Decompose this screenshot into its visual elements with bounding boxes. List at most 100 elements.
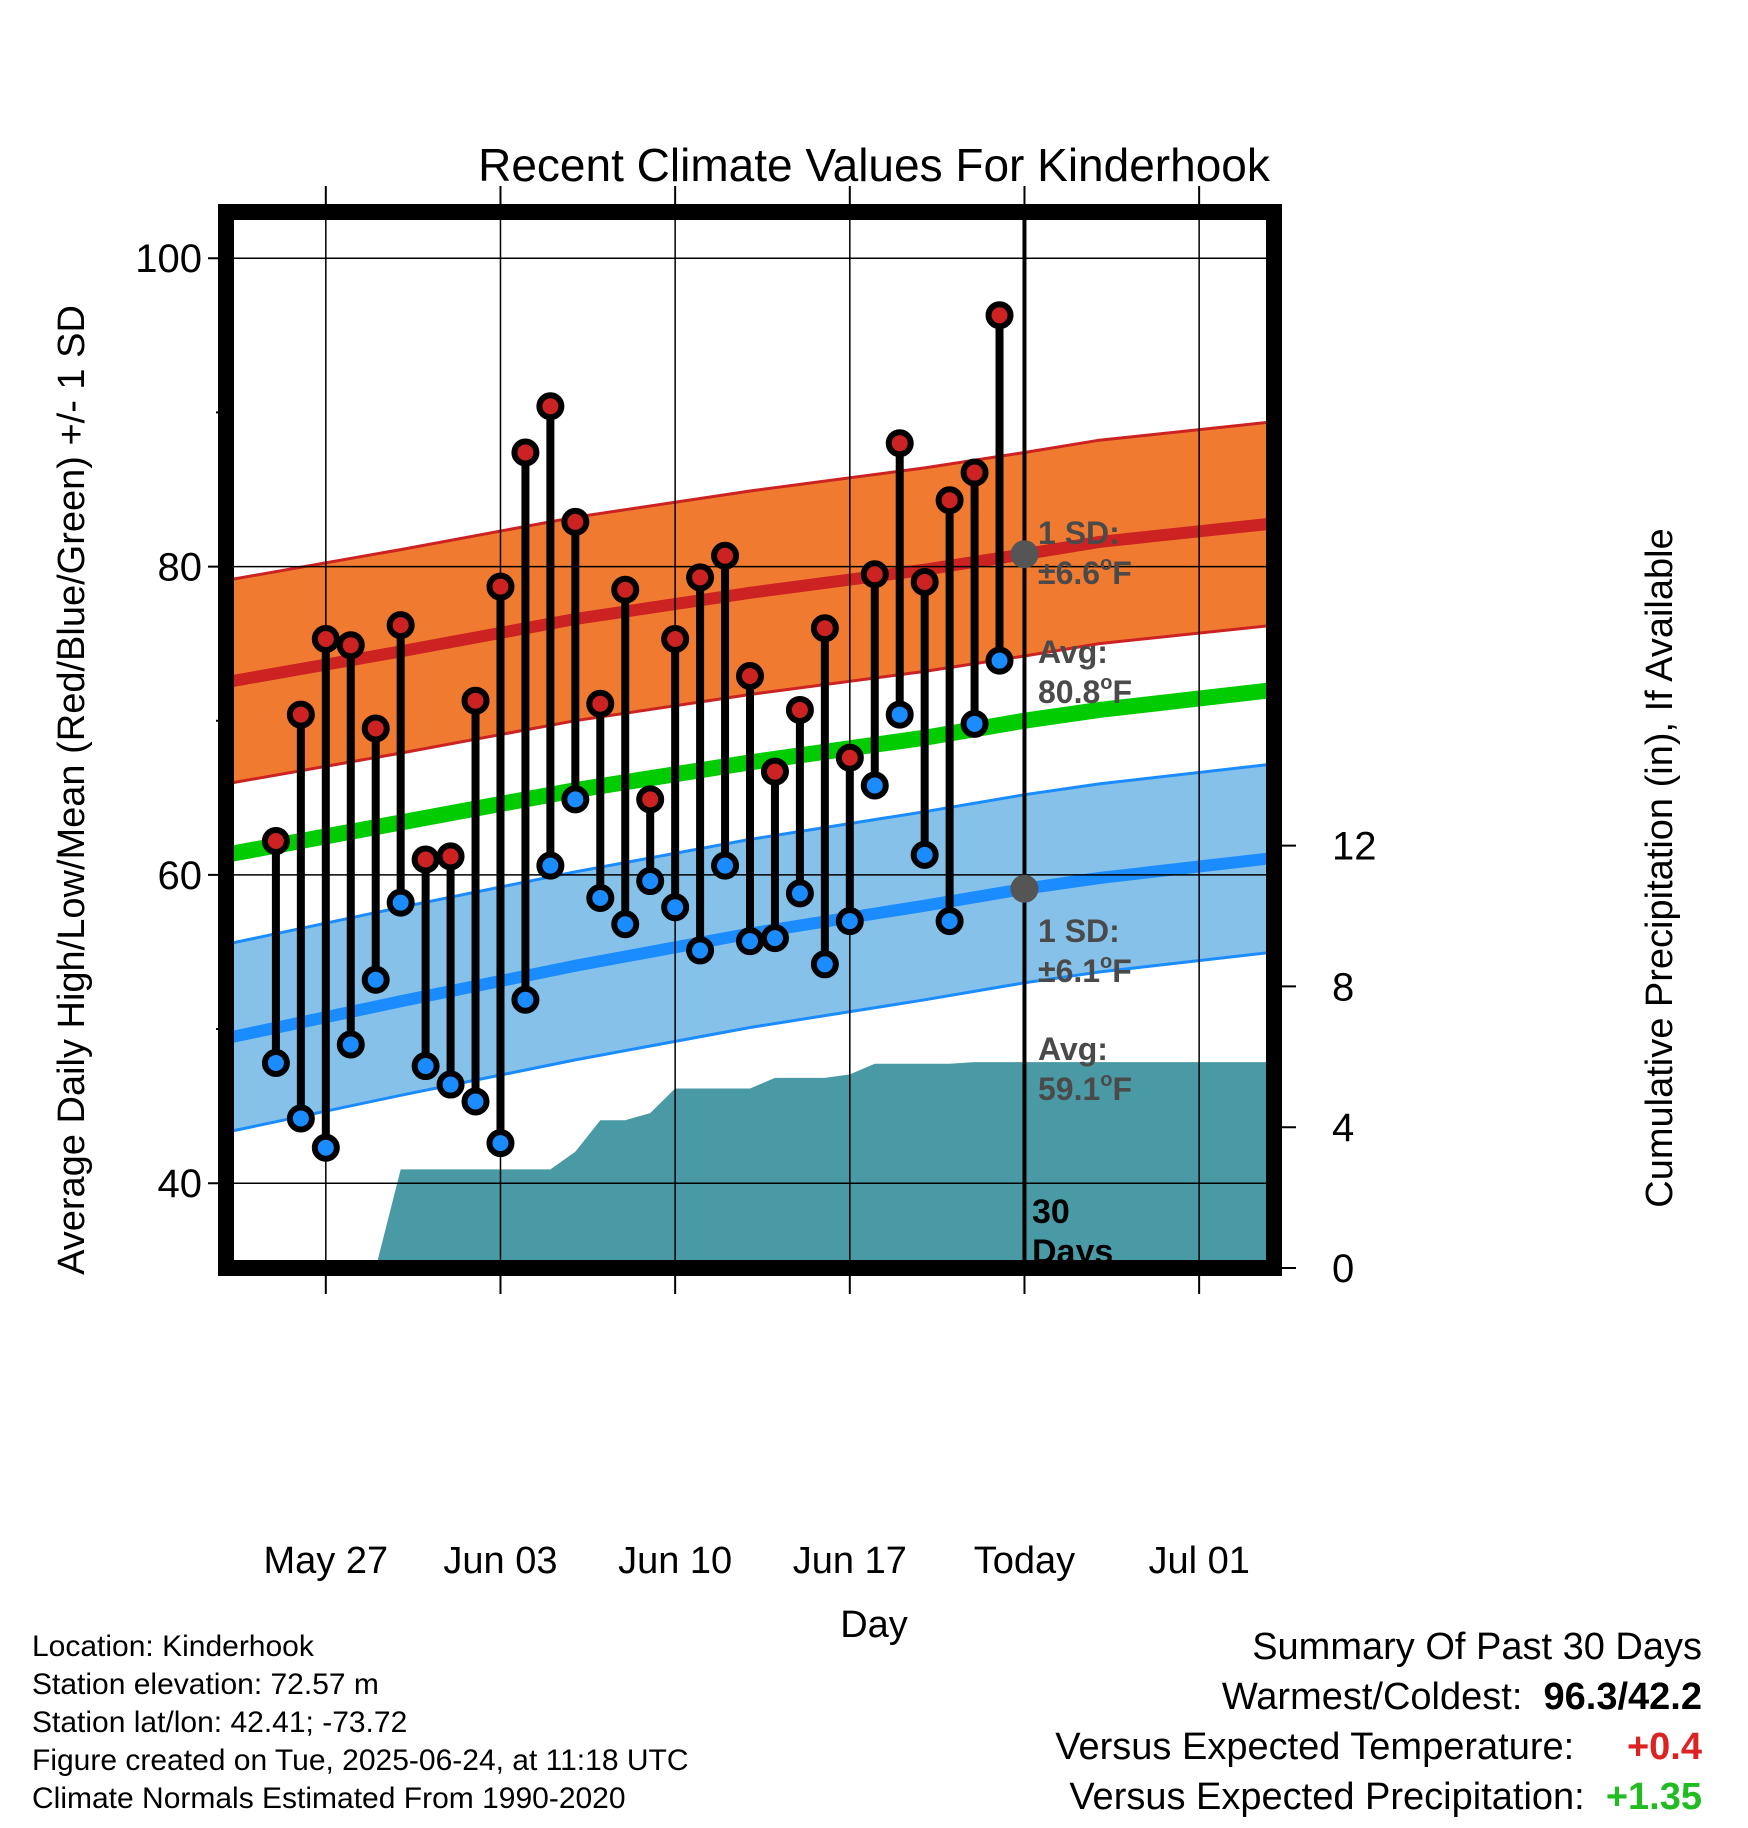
precip-value: +1.35 xyxy=(1605,1776,1702,1818)
daily-high-point xyxy=(736,662,764,691)
daily-low-point xyxy=(810,950,839,979)
low-sd-band-upper xyxy=(226,762,1274,946)
avg-high-line xyxy=(226,517,1274,689)
sd-low-label-title: 1 SD: xyxy=(1038,913,1120,949)
y-right-tick-label: 12 xyxy=(1332,825,1377,869)
window-label-line: 30 xyxy=(1032,1193,1070,1231)
daily-high-point xyxy=(760,757,789,786)
summary-precip: Versus Expected Precipitation: +1.35 xyxy=(1055,1772,1702,1822)
daily-high-point xyxy=(910,567,939,596)
daily-low-point xyxy=(860,771,889,800)
avg-high-marker xyxy=(1010,540,1039,569)
daily-low-point xyxy=(985,646,1014,675)
daily-high-point xyxy=(611,575,640,604)
daily-low-point xyxy=(511,985,540,1014)
daily-high-point xyxy=(386,611,415,640)
daily-low-point xyxy=(885,700,914,729)
daily-high-point xyxy=(860,560,889,589)
daily-high-point xyxy=(835,743,864,772)
daily-high-point xyxy=(711,541,740,570)
daily-low-point xyxy=(461,1087,490,1116)
daily-low-point xyxy=(586,884,615,913)
daily-low-point xyxy=(935,907,964,936)
latlon-text: Station lat/lon: 42.41; -73.72 xyxy=(32,1706,408,1739)
daily-low-point xyxy=(311,1133,340,1162)
daily-low-point xyxy=(835,907,864,936)
avg-low-marker xyxy=(1010,874,1039,903)
elevation-text: Station elevation: 72.57 m xyxy=(32,1668,379,1701)
daily-low-point xyxy=(760,924,789,953)
daily-high-point xyxy=(336,631,365,660)
y-tick-label: 40 xyxy=(158,1162,203,1206)
sd-high-label-value: ±6.6oF xyxy=(1038,553,1132,591)
daily-high-point xyxy=(935,486,964,515)
high-sd-band-upper xyxy=(226,420,1274,582)
daily-high-point xyxy=(286,700,315,729)
temp-label: Versus Expected Temperature: xyxy=(1055,1726,1575,1768)
avg-high-label-value: 80.8oF xyxy=(1038,672,1132,710)
daily-low-point xyxy=(486,1129,515,1158)
x-tick-label: May 27 xyxy=(263,1540,388,1582)
sd-low-label-value: ±6.1oF xyxy=(1038,951,1132,989)
avg-high-label-title: Avg: xyxy=(1038,634,1108,670)
avg-low-label-title: Avg: xyxy=(1038,1031,1108,1067)
y-right-tick-label: 8 xyxy=(1332,965,1354,1009)
temp-value: +0.4 xyxy=(1626,1726,1702,1768)
daily-high-point xyxy=(561,507,590,536)
daily-high-point xyxy=(361,714,390,743)
y-axis-right-label: Cumulative Precipitation (in), If Availa… xyxy=(1639,528,1681,1207)
warmest-value: 96.3/42.2 xyxy=(1543,1676,1702,1718)
daily-high-point xyxy=(686,563,715,592)
y-axis-label: Average Daily High/Low/Mean (Red/Blue/Gr… xyxy=(51,305,93,1275)
daily-low-point xyxy=(361,965,390,994)
daily-high-point xyxy=(261,826,290,855)
x-tick-label: Jun 17 xyxy=(793,1540,907,1582)
chart-title: Recent Climate Values For Kinderhook xyxy=(478,139,1271,191)
y-tick-label: 80 xyxy=(158,546,203,590)
normals-text: Climate Normals Estimated From 1990-2020 xyxy=(32,1782,626,1815)
daily-low-point xyxy=(785,879,814,908)
daily-low-point xyxy=(386,888,415,917)
daily-high-point xyxy=(536,392,565,421)
low-sd-band-lower xyxy=(226,950,1274,1134)
high-sd-band xyxy=(226,421,1274,784)
daily-low-point xyxy=(736,927,764,956)
x-tick-label: Jun 03 xyxy=(443,1540,557,1582)
daily-low-point xyxy=(411,1052,440,1081)
created-text: Figure created on Tue, 2025-06-24, at 11… xyxy=(32,1744,689,1777)
daily-high-point xyxy=(810,614,839,643)
daily-high-point xyxy=(985,301,1014,330)
x-axis-label: Day xyxy=(840,1604,908,1646)
high-sd-band-lower xyxy=(226,623,1274,786)
x-tick-label: Jun 10 xyxy=(618,1540,732,1582)
daily-low-point xyxy=(711,851,740,880)
daily-high-point xyxy=(661,625,690,654)
daily-high-point xyxy=(586,689,615,718)
daily-high-point xyxy=(486,572,515,601)
daily-high-point xyxy=(636,785,665,814)
daily-low-point xyxy=(960,709,989,738)
daily-low-point xyxy=(336,1030,365,1059)
precip-label: Versus Expected Precipitation: xyxy=(1069,1776,1585,1818)
summary-warmest: Warmest/Coldest: 96.3/42.2 xyxy=(1055,1672,1702,1722)
daily-high-point xyxy=(311,625,340,654)
summary-temp: Versus Expected Temperature: +0.4 xyxy=(1055,1722,1702,1772)
daily-high-point xyxy=(885,429,914,458)
daily-low-point xyxy=(436,1070,465,1099)
warmest-label: Warmest/Coldest: xyxy=(1221,1676,1523,1718)
daily-high-point xyxy=(411,845,440,874)
y-tick-label: 100 xyxy=(135,237,202,281)
precip-area xyxy=(226,1062,1274,1268)
avg-mean-line xyxy=(226,681,1274,863)
location-text: Location: Kinderhook xyxy=(32,1630,314,1663)
y-right-tick-label: 4 xyxy=(1332,1106,1354,1150)
daily-low-point xyxy=(661,893,690,922)
summary-heading: Summary Of Past 30 Days xyxy=(1252,1626,1702,1668)
daily-low-point xyxy=(261,1048,290,1077)
daily-high-point xyxy=(436,842,465,871)
daily-low-point xyxy=(536,851,565,880)
x-tick-label: Today xyxy=(974,1540,1075,1582)
daily-low-point xyxy=(286,1104,315,1133)
y-tick-label: 60 xyxy=(158,854,203,898)
